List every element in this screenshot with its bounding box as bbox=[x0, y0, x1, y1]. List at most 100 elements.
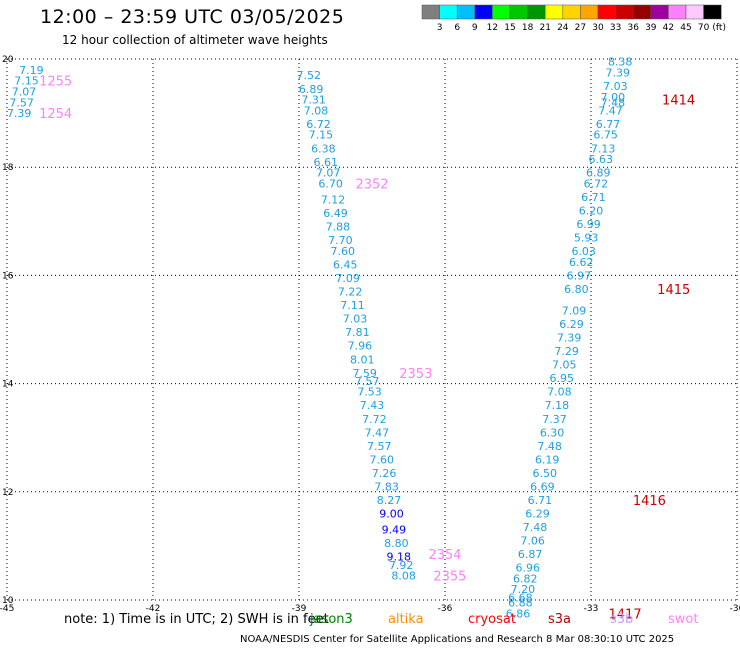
wave-height-label: 6.95 bbox=[550, 372, 575, 385]
colorbar-swatch bbox=[439, 4, 458, 20]
x-tick-label: -42 bbox=[146, 604, 161, 614]
colorbar-tick-label: 9 bbox=[472, 23, 478, 33]
wave-height-label: 8.38 bbox=[608, 56, 633, 69]
colorbar-swatch bbox=[527, 4, 546, 20]
wave-height-label: 7.11 bbox=[340, 299, 365, 312]
wave-height-label: 6.77 bbox=[596, 118, 621, 131]
wave-height-label: 7.60 bbox=[369, 453, 394, 466]
wave-height-label: 7.72 bbox=[362, 413, 387, 426]
wave-height-label: 6.63 bbox=[588, 153, 613, 166]
pass-time-label: 1417 bbox=[609, 608, 642, 623]
wave-height-label: 6.19 bbox=[535, 453, 560, 466]
y-tick-label: 20 bbox=[2, 55, 14, 65]
wave-height-label: 7.39 bbox=[606, 67, 631, 80]
wave-height-label: 7.22 bbox=[338, 286, 363, 299]
wave-height-label: 7.43 bbox=[360, 399, 385, 412]
wave-height-label: 6.72 bbox=[306, 118, 331, 131]
wave-height-label: 7.07 bbox=[316, 167, 341, 180]
x-tick-label: -33 bbox=[584, 604, 599, 614]
pass-time-label: 1415 bbox=[657, 283, 690, 298]
wave-height-label: 6.29 bbox=[559, 318, 584, 331]
colorbar-swatch bbox=[509, 4, 528, 20]
wave-height-label: 7.48 bbox=[601, 96, 626, 109]
colorbar-tick-label: 36 bbox=[627, 23, 639, 33]
wave-height-label: 7.07 bbox=[12, 85, 37, 98]
y-tick-label: 18 bbox=[2, 163, 14, 173]
wave-height-label: 5.93 bbox=[574, 232, 599, 245]
colorbar-swatch bbox=[562, 4, 581, 20]
colorbar-swatch bbox=[474, 4, 493, 20]
y-tick-label: 12 bbox=[2, 488, 13, 498]
page-title: 12:00 – 23:59 UTC 03/05/2025 bbox=[40, 6, 345, 28]
wave-height-label: 6.45 bbox=[333, 259, 358, 272]
satellite-legend-item: s3a bbox=[548, 612, 572, 627]
wave-height-label: 7.20 bbox=[511, 583, 536, 596]
colorbar-tick-label: 45 bbox=[680, 23, 691, 33]
colorbar-tick-label: 12 bbox=[487, 23, 498, 33]
colorbar-swatch bbox=[632, 4, 652, 20]
wave-height-label: 7.09 bbox=[335, 272, 360, 285]
wave-height-label: 8.27 bbox=[377, 494, 402, 507]
wave-height-label: 8.08 bbox=[391, 570, 416, 583]
wave-height-label: 7.60 bbox=[331, 245, 356, 258]
colorbar-tick-label: 21 bbox=[539, 23, 550, 33]
wave-height-label: 6.99 bbox=[576, 218, 601, 231]
colorbar-swatch bbox=[668, 4, 687, 20]
wave-height-label: 6.61 bbox=[314, 156, 339, 169]
colorbar-swatch bbox=[456, 4, 476, 20]
colorbar-swatch bbox=[597, 4, 616, 20]
wave-height-label: 6.88 bbox=[508, 597, 533, 610]
satellite-legend-item: jason3 bbox=[310, 612, 353, 627]
wave-height-label: 7.03 bbox=[343, 313, 368, 326]
wave-height-label: 7.47 bbox=[598, 104, 623, 117]
colorbar-tick-label: 42 bbox=[663, 23, 674, 33]
wave-height-label: 7.29 bbox=[554, 345, 579, 358]
footer-credit: NOAA/NESDIS Center for Satellite Applica… bbox=[240, 634, 675, 645]
wave-height-label: 7.03 bbox=[603, 80, 628, 93]
colorbar-swatch bbox=[650, 4, 669, 20]
wave-height-label: 7.39 bbox=[557, 332, 582, 345]
page-subtitle: 12 hour collection of altimeter wave hei… bbox=[62, 33, 328, 47]
wave-height-label: 6.70 bbox=[318, 177, 343, 190]
x-tick-label: -39 bbox=[292, 604, 307, 614]
colorbar-legend: 3 6 9 12 15 18 21 24 27 30 33 36 39 42 45 70 (ft) bbox=[421, 4, 726, 33]
wave-height-label: 6.03 bbox=[571, 245, 596, 258]
wave-height-label: 6.72 bbox=[584, 177, 609, 190]
wave-height-label: 7.31 bbox=[301, 94, 326, 107]
wave-height-label: 7.26 bbox=[372, 467, 397, 480]
wave-height-label: 6.71 bbox=[581, 191, 606, 204]
wave-height-label: 9.18 bbox=[387, 551, 412, 564]
pass-time-label: 2355 bbox=[433, 570, 466, 585]
wave-height-label: 7.83 bbox=[374, 480, 399, 493]
x-tick-label: -45 bbox=[0, 604, 14, 614]
colorbar-swatch bbox=[544, 4, 564, 20]
chart-axes: -45-42-39-36-33-30101214161820 bbox=[0, 55, 740, 614]
colorbar-tick-label: 27 bbox=[575, 23, 586, 33]
colorbar-tick-label: 39 bbox=[645, 23, 657, 33]
colorbar-swatch bbox=[580, 4, 599, 20]
wave-height-label: 6.87 bbox=[518, 548, 543, 561]
pass-time-label: 2352 bbox=[355, 177, 388, 192]
wave-height-label: 6.50 bbox=[533, 467, 558, 480]
wave-height-label: 9.49 bbox=[382, 524, 407, 537]
wave-height-label: 7.59 bbox=[352, 367, 377, 380]
wave-height-label: 7.48 bbox=[537, 440, 562, 453]
colorbar-tick-label: 30 bbox=[592, 23, 604, 33]
wave-height-label: 7.13 bbox=[591, 142, 616, 155]
wave-height-label: 6.20 bbox=[579, 204, 604, 217]
satellite-legend-item: s3b bbox=[610, 612, 634, 627]
x-tick-label: -36 bbox=[438, 604, 453, 614]
wave-height-label: 7.57 bbox=[9, 96, 34, 109]
wave-height-label: 7.15 bbox=[14, 75, 39, 88]
pass-annotations: 1255 1254 2352 2353 2354 2355 1414 1415 1416 1417 bbox=[39, 75, 695, 623]
wave-height-label: 7.05 bbox=[552, 359, 577, 372]
colorbar-tick-label: 6 bbox=[454, 23, 460, 33]
wave-height-label: 6.86 bbox=[506, 608, 531, 621]
colorbar-swatch bbox=[615, 4, 634, 20]
wave-height-label: 6.38 bbox=[311, 142, 336, 155]
wave-height-label: 6.71 bbox=[528, 494, 553, 507]
colorbar-tick-label: 15 bbox=[504, 23, 515, 33]
wave-height-label: 8.80 bbox=[384, 537, 409, 550]
wave-height-label: 6.68 bbox=[508, 591, 533, 604]
